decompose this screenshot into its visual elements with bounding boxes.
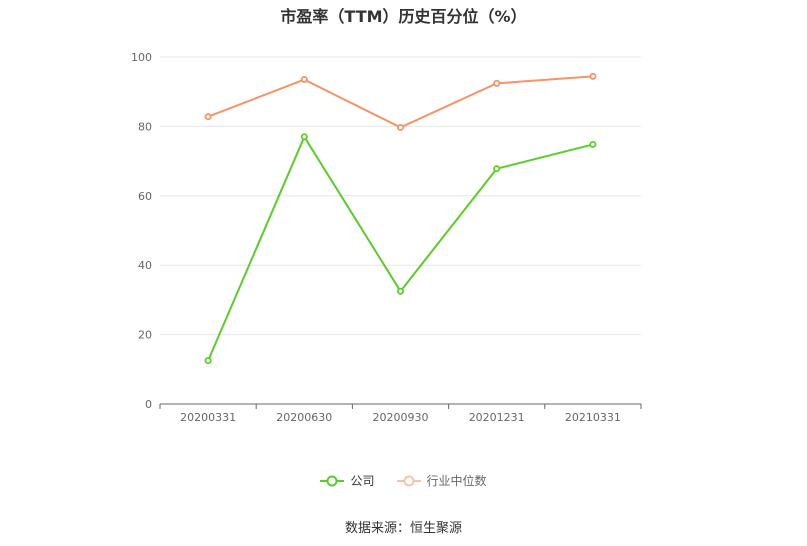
x-tick-label: 20210331 <box>565 411 621 424</box>
y-tick-label: 40 <box>138 259 152 272</box>
data-point-company[interactable] <box>204 357 212 365</box>
data-point-industry-median[interactable] <box>589 72 597 80</box>
source-note: 数据来源：恒生聚源 <box>344 521 462 536</box>
x-tick-label: 20200331 <box>180 411 236 424</box>
legend-marker-industry-median <box>396 475 421 486</box>
chart-title: 市盈率（TTM）历史百分位（%） <box>280 7 527 26</box>
legend-marker-company <box>320 475 345 486</box>
legend-item-industry-median[interactable]: 行业中位数 <box>396 472 487 489</box>
data-point-industry-median[interactable] <box>396 123 404 131</box>
chart-legend: 公司 行业中位数 <box>0 472 807 489</box>
data-point-company[interactable] <box>396 287 404 295</box>
x-tick-label: 20200630 <box>276 411 332 424</box>
y-tick-label: 0 <box>145 398 152 411</box>
legend-label-industry-median: 行业中位数 <box>426 474 487 488</box>
data-point-industry-median[interactable] <box>204 113 212 121</box>
legend-label-company: 公司 <box>350 474 375 488</box>
y-tick-label: 60 <box>138 190 152 203</box>
data-point-company[interactable] <box>300 133 308 141</box>
y-tick-label: 20 <box>138 329 152 342</box>
series-line-company <box>207 134 594 362</box>
series-line-industry-median <box>207 75 593 129</box>
x-tick-label: 20201231 <box>469 411 525 424</box>
y-tick-label: 80 <box>138 120 152 133</box>
data-point-industry-median[interactable] <box>493 79 501 87</box>
x-tick-label: 20200930 <box>373 411 429 424</box>
data-point-company[interactable] <box>493 165 501 173</box>
y-tick-label: 100 <box>131 51 152 64</box>
data-point-industry-median[interactable] <box>300 76 308 84</box>
data-point-company[interactable] <box>589 140 597 148</box>
legend-item-company[interactable]: 公司 <box>320 472 375 489</box>
